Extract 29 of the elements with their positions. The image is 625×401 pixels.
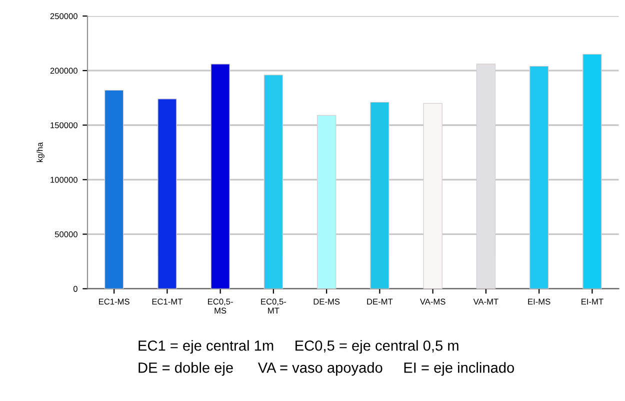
y-tick-label: 50000 <box>54 231 78 238</box>
bar <box>370 102 390 289</box>
y-tick-label: 100000 <box>50 176 78 183</box>
bar <box>158 98 177 289</box>
bar <box>423 102 442 289</box>
bar <box>476 64 496 289</box>
bar <box>104 90 124 289</box>
bar <box>316 114 336 289</box>
y-tick-label: 0 <box>73 286 78 292</box>
x-tick-label: DE-MS <box>314 298 340 305</box>
text: EC1 = eje central 1m EC0,5 = eje central 0,5 m <box>138 340 458 354</box>
text: DE = doble eje VA = vaso apoyado EI = eje inclinado <box>138 362 514 376</box>
x-tick-label: EC1-MT <box>152 298 183 305</box>
bar <box>529 66 549 289</box>
x-tick-label: EC1-MS <box>99 298 130 305</box>
bar <box>264 74 284 289</box>
bar <box>582 54 602 289</box>
x-tick-label: EC0,5- MT <box>261 298 286 314</box>
y-axis-title: kg/ha <box>36 142 44 162</box>
y-tick-label: 200000 <box>50 68 78 74</box>
x-tick-label: EI-MS <box>528 298 550 305</box>
y-tick-label: 150000 <box>50 122 78 128</box>
x-tick-label: VA-MS <box>420 298 446 305</box>
x-tick-label: EC0,5- MS <box>208 298 233 314</box>
x-tick-label: VA-MT <box>473 298 498 304</box>
y-tick-label: 250000 <box>50 13 78 20</box>
x-tick-label: EI-MT <box>582 298 604 304</box>
bar <box>210 64 230 289</box>
x-tick-label: DE-MT <box>367 298 393 304</box>
